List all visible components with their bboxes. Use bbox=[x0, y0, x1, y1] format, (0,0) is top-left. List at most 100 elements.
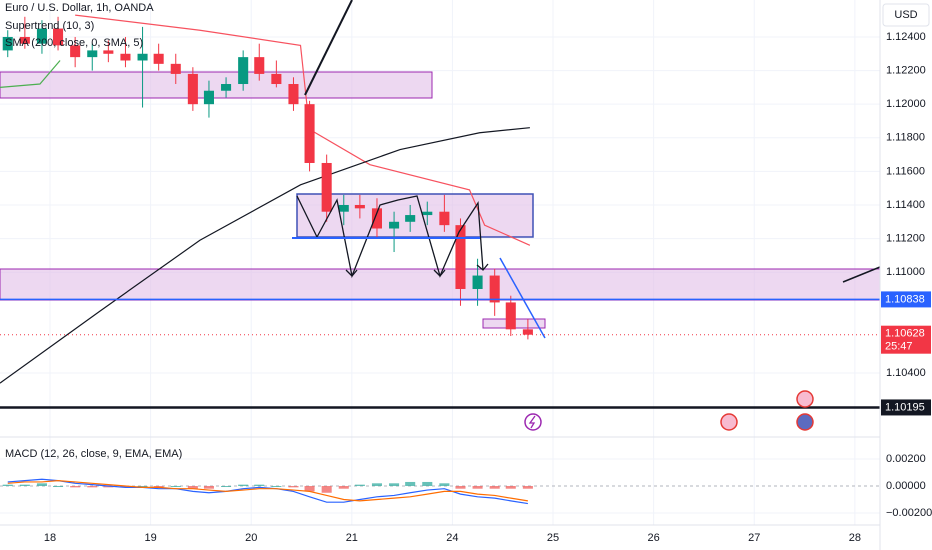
histogram-bar bbox=[238, 484, 249, 487]
candle-body bbox=[221, 84, 232, 91]
histogram-bar bbox=[321, 486, 332, 493]
candle-body bbox=[254, 57, 265, 74]
histogram-bar bbox=[2, 484, 13, 487]
histogram-bar bbox=[87, 486, 98, 488]
histogram-bar bbox=[187, 486, 198, 489]
currency: USD bbox=[894, 9, 917, 21]
histogram-bar bbox=[103, 486, 114, 488]
price-tag bbox=[881, 399, 931, 416]
histogram-bar bbox=[120, 486, 131, 488]
histogram-bar bbox=[53, 486, 64, 488]
y-tick-label: 0.00000 bbox=[886, 480, 926, 492]
histogram-bar bbox=[489, 486, 500, 489]
histogram-bar bbox=[389, 483, 400, 487]
candle-body bbox=[87, 50, 98, 58]
legend-entry: SMA (200, close, 0, SMA, 5) bbox=[5, 37, 143, 49]
y-tick-label: 1.12400 bbox=[886, 31, 926, 43]
currency-button[interactable] bbox=[882, 3, 930, 27]
y-tick-label: 1.12000 bbox=[886, 98, 926, 110]
x-tick-label: 24 bbox=[446, 532, 458, 544]
plot bbox=[0, 14, 533, 505]
histogram-bar bbox=[137, 486, 148, 488]
candle-body bbox=[203, 90, 214, 105]
histogram-bar bbox=[405, 481, 416, 487]
histogram-bar bbox=[422, 481, 433, 487]
price-axis bbox=[880, 0, 932, 550]
y-tick-label: 1.11000 bbox=[886, 266, 925, 278]
candle-body bbox=[505, 302, 516, 330]
x-tick-label: 27 bbox=[748, 532, 760, 544]
y-tick-label: 1.11600 bbox=[886, 165, 925, 177]
price-tag-label: 1.10195 bbox=[885, 401, 925, 413]
histogram-bar bbox=[271, 486, 282, 488]
x-tick-label: 28 bbox=[849, 532, 861, 544]
histogram-bar bbox=[153, 486, 164, 488]
candle-body bbox=[271, 73, 282, 85]
x-tick-label: 19 bbox=[144, 532, 156, 544]
price-tag-label: 1.10838 bbox=[885, 293, 925, 305]
y-tick-label: −0.00200 bbox=[886, 507, 932, 519]
candle-body bbox=[321, 162, 332, 212]
histogram-bar bbox=[472, 486, 483, 489]
candle-body bbox=[2, 36, 13, 51]
indicator-line bbox=[0, 127, 530, 384]
event-icon[interactable] bbox=[524, 413, 542, 431]
y-tick-label: 1.11400 bbox=[886, 199, 925, 211]
event-icons bbox=[524, 390, 814, 431]
x-tick-label: 20 bbox=[245, 532, 257, 544]
histogram-bar bbox=[354, 484, 365, 487]
candle-body bbox=[170, 63, 181, 74]
candle-body bbox=[371, 208, 383, 229]
trend-line bbox=[499, 257, 546, 339]
histogram-bar bbox=[522, 486, 533, 489]
candle-body bbox=[522, 329, 533, 335]
path-drawing bbox=[296, 195, 484, 279]
candle-body bbox=[354, 204, 365, 209]
candle-body bbox=[120, 53, 131, 61]
candle-body bbox=[70, 45, 81, 58]
y-tick-label: 1.12200 bbox=[886, 64, 926, 76]
zone-box bbox=[0, 71, 433, 99]
arrow-head bbox=[476, 263, 489, 271]
candle-body bbox=[389, 221, 400, 229]
histogram-bar bbox=[371, 483, 383, 487]
axis-labels: 18 19 20 21 24 25 26 27 28 1.12400 1.12200 1.12000 1… bbox=[5, 20, 932, 544]
indicator-line bbox=[75, 14, 531, 246]
histogram-bar bbox=[70, 486, 81, 488]
y-tick-label: 0.00200 bbox=[886, 453, 926, 465]
histogram-bar bbox=[455, 486, 466, 489]
histogram-bar bbox=[338, 486, 349, 489]
legend-entry: Supertrend (10, 3) bbox=[5, 20, 94, 32]
candle-body bbox=[103, 50, 114, 54]
candle-body bbox=[439, 211, 450, 226]
y-tick-label: 1.11800 bbox=[886, 132, 925, 144]
drawings bbox=[292, 0, 881, 339]
event-icon[interactable] bbox=[796, 390, 814, 408]
candle-body bbox=[53, 28, 64, 46]
candle-body bbox=[405, 215, 416, 222]
price-tag bbox=[881, 291, 931, 308]
candle-body bbox=[472, 275, 483, 289]
y-tick-label: 1.11200 bbox=[886, 232, 925, 244]
supertrend-line bbox=[0, 60, 61, 88]
candle-body bbox=[304, 104, 315, 163]
candle-body bbox=[153, 53, 164, 64]
histogram-bar bbox=[304, 486, 315, 492]
histogram-bar bbox=[19, 484, 30, 487]
histogram-bar bbox=[505, 486, 516, 489]
event-icon bbox=[528, 415, 536, 429]
histogram-bar bbox=[170, 486, 181, 488]
price-tag-label: 1.10628 bbox=[885, 328, 925, 340]
candle-body bbox=[288, 84, 299, 105]
macd-line bbox=[7, 480, 528, 502]
x-tick-label: 25 bbox=[547, 532, 559, 544]
event-icon[interactable] bbox=[796, 413, 814, 431]
price-tag bbox=[881, 325, 931, 354]
event-icon[interactable] bbox=[720, 413, 738, 431]
candle-body bbox=[489, 275, 500, 303]
macd-title: MACD (12, 26, close, 9, EMA, EMA) bbox=[5, 448, 182, 460]
y-tick-label: 1.10400 bbox=[886, 367, 926, 379]
trend-line bbox=[842, 266, 881, 283]
candle-body bbox=[455, 225, 466, 289]
